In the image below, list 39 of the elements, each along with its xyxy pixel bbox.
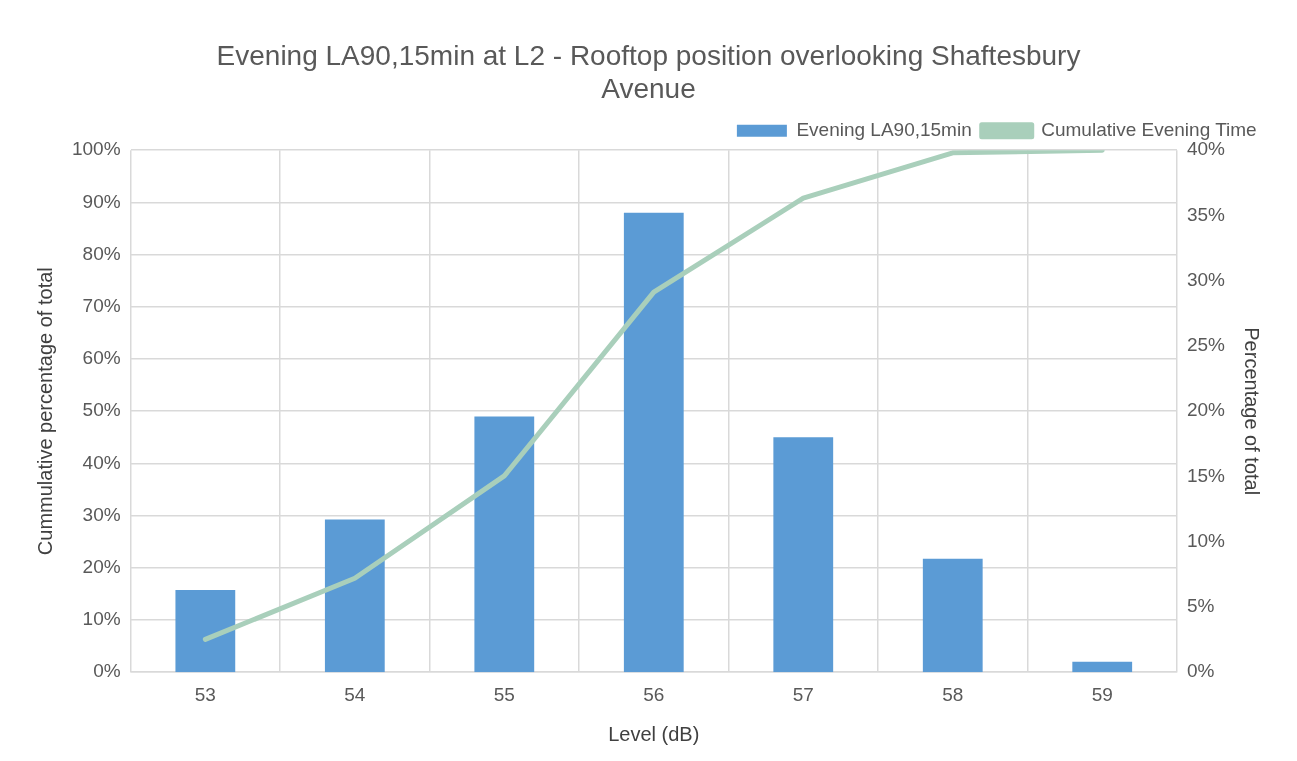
legend-label: Cumulative Evening Time [1041,118,1257,140]
y2-tick-label: 25% [1186,334,1226,356]
y-axis-title: Cummulative percentage of total [33,267,56,556]
y2-tick-label: 30% [1186,268,1226,290]
y-tick-label: 0% [93,660,121,682]
y-tick-label: 90% [82,190,121,212]
y-tick-label: 40% [82,451,121,473]
x-axis-title: Level (dB) [608,722,700,745]
x-tick-label: 55 [493,683,515,705]
y2-tick-label: 15% [1186,464,1226,486]
y2-axis-title: Percentage of total [1241,327,1264,496]
y-tick-label: 10% [82,608,121,630]
bar [474,416,535,673]
y-tick-label: 60% [82,347,121,369]
x-tick-label: 54 [344,683,366,705]
x-tick-label: 57 [792,683,814,705]
y-tick-label: 100% [71,138,121,160]
y-tick-label: 30% [82,503,121,525]
bar [773,437,834,673]
bar [175,589,236,673]
bar [1072,661,1133,673]
y2-tick-label: 35% [1186,203,1226,225]
bar [922,558,983,673]
y2-tick-label: 20% [1186,399,1226,421]
y-tick-label: 70% [82,295,121,317]
bar [324,519,385,673]
x-tick-label: 53 [194,683,216,705]
chart-title: Evening LA90,15min at L2 - Rooftop position overlooking Shaftesbury Avenue [216,39,1081,105]
y-tick-label: 50% [82,399,121,421]
y2-tick-label: 10% [1186,529,1226,551]
x-tick-label: 58 [942,683,964,705]
y2-tick-label: 5% [1186,595,1215,617]
x-tick-label: 56 [643,683,665,705]
legend-label: Evening LA90,15min [796,118,972,140]
x-tick-label: 59 [1091,683,1113,705]
y2-tick-label: 0% [1186,660,1215,682]
bar [623,212,684,673]
y-tick-label: 20% [82,556,121,578]
y-tick-label: 80% [82,242,121,264]
